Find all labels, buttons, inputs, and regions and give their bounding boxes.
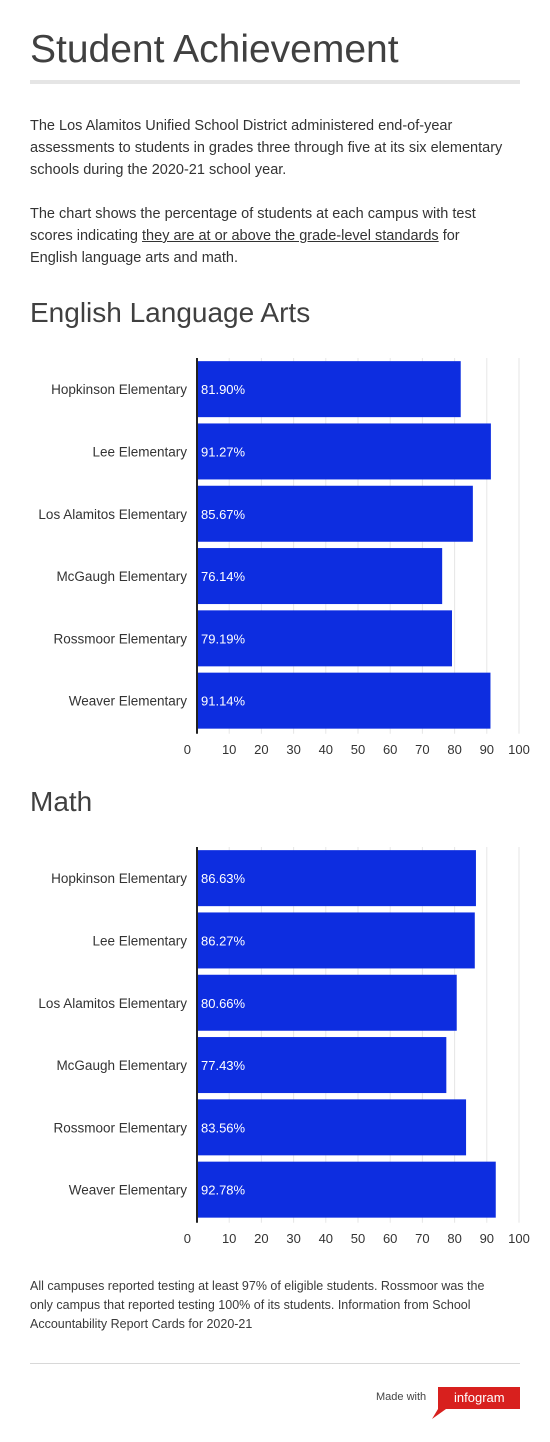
bar[interactable] [197,974,457,1031]
category-label: Weaver Elementary [69,694,188,709]
category-label: Los Alamitos Elementary [38,507,187,522]
tick-label: 30 [286,742,300,757]
intro-text-after: for English language arts and math. [30,228,460,266]
category-label: Lee Elementary [92,444,187,459]
ela-chart-title: English Language Arts [30,297,311,328]
title-divider [30,80,520,84]
tick-label: 70 [415,742,429,757]
tick-label: 90 [480,742,494,757]
value-label: 85.67% [201,507,246,522]
bar[interactable] [197,1161,496,1218]
value-label: 86.27% [201,933,246,948]
intro-paragraph-2: The chart shows the percentage of studen… [30,203,505,269]
bar[interactable] [197,850,476,907]
tick-label: 20 [254,1231,268,1246]
tick-label: 40 [319,742,333,757]
footer-divider [30,1363,520,1364]
tick-label: 10 [222,1231,236,1246]
tick-label: 60 [383,1231,397,1246]
tick-label: 100 [508,1231,530,1246]
tick-label: 40 [319,1231,333,1246]
math-bar-chart-svg: Hopkinson Elementary 86.63% Lee Elementary… [38,847,530,1246]
tick-label: 70 [415,1231,429,1246]
value-label: 77.43% [201,1058,246,1073]
category-label: Hopkinson Elementary [51,382,187,397]
ela-chart: Hopkinson Elementary 81.90% Lee Elementary… [0,340,550,770]
tick-label: 100 [508,742,530,757]
category-label: Lee Elementary [92,933,187,948]
category-label: McGaugh Elementary [56,1058,187,1073]
tick-label: 10 [222,742,236,757]
bar[interactable] [197,1037,447,1094]
tick-label: 60 [383,742,397,757]
value-label: 81.90% [201,382,246,397]
category-label: Rossmoor Elementary [53,631,187,646]
math-chart-title: Math [30,786,93,817]
value-label: 86.63% [201,871,246,886]
infogram-logo-label[interactable]: infogram [454,1390,505,1405]
value-label: 79.19% [201,631,246,646]
bar[interactable] [197,485,473,542]
intro-paragraph-1: The Los Alamitos Unified School District… [30,118,503,178]
bar[interactable] [197,1099,467,1156]
category-label: McGaugh Elementary [56,569,187,584]
bar[interactable] [197,912,475,969]
category-label: Hopkinson Elementary [51,871,187,886]
category-label: Los Alamitos Elementary [38,996,187,1011]
tick-label: 0 [184,742,191,757]
tick-label: 30 [286,1231,300,1246]
value-label: 92.78% [201,1183,246,1198]
intro-text-before: The chart shows the percentage of studen… [30,206,476,244]
ela-bar-chart-svg: Hopkinson Elementary 81.90% Lee Elementary… [38,358,530,757]
bar[interactable] [197,423,491,480]
bar[interactable] [197,548,443,605]
value-label: 80.66% [201,996,246,1011]
tick-label: 80 [447,1231,461,1246]
tick-label: 80 [447,742,461,757]
value-label: 76.14% [201,569,246,584]
tick-label: 20 [254,742,268,757]
tick-label: 90 [480,1231,494,1246]
standards-link[interactable]: they are at or above the grade-level sta… [142,228,439,244]
value-label: 91.27% [201,444,246,459]
page-title: Student Achievement [30,28,399,71]
infogram-logo-shape [432,1387,520,1419]
tick-label: 50 [351,742,365,757]
bar[interactable] [197,610,452,667]
footnote: All campuses reported testing at least 9… [30,1279,485,1331]
tick-label: 50 [351,1231,365,1246]
tick-label: 0 [184,1231,191,1246]
bar[interactable] [197,672,491,729]
bar[interactable] [197,361,461,418]
category-label: Weaver Elementary [69,1183,188,1198]
made-with-label: Made with [376,1391,427,1403]
math-chart: Hopkinson Elementary 86.63% Lee Elementary… [0,829,550,1259]
infogram-logo-icon[interactable] [432,1387,520,1419]
category-label: Rossmoor Elementary [53,1120,187,1135]
value-label: 83.56% [201,1120,246,1135]
value-label: 91.14% [201,694,246,709]
